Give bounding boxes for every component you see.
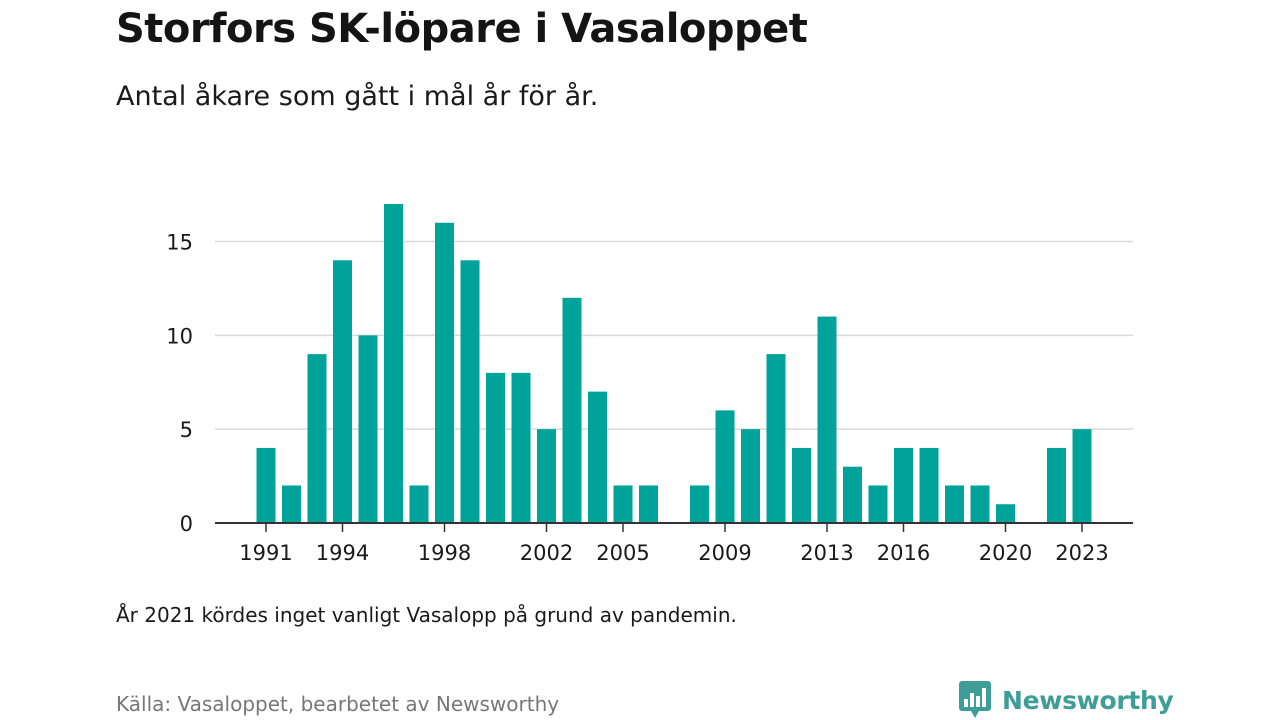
bar-2016 <box>894 447 913 523</box>
y-tick-label: 5 <box>180 418 193 442</box>
bar-1996 <box>384 204 403 523</box>
bar-1992 <box>282 485 301 523</box>
bar-1998 <box>435 222 454 523</box>
source-credit: Källa: Vasaloppet, bearbetet av Newswort… <box>116 692 560 716</box>
bar-2017 <box>919 447 939 523</box>
x-tick-label: 2013 <box>800 541 853 565</box>
bar-2011 <box>766 354 786 523</box>
bar-1994 <box>333 260 352 523</box>
bar-2019 <box>970 485 990 523</box>
bar-1995 <box>358 335 378 523</box>
bar-2014 <box>843 466 862 523</box>
x-tick-label: 2016 <box>877 541 930 565</box>
y-tick-label: 10 <box>166 324 193 348</box>
bar-2018 <box>945 485 964 523</box>
brand-logo[interactable]: Newsworthy <box>958 680 1174 720</box>
bar-2022 <box>1047 447 1066 523</box>
bar-2002 <box>537 429 556 523</box>
bar-2012 <box>792 447 811 523</box>
x-tick-label: 1998 <box>418 541 471 565</box>
footnote: År 2021 kördes inget vanligt Vasalopp på… <box>116 603 737 627</box>
x-tick-label: 2002 <box>520 541 573 565</box>
bar-1993 <box>307 354 327 523</box>
x-tick-label: 2005 <box>596 541 649 565</box>
bar-2003 <box>562 297 582 523</box>
bar-2023 <box>1072 429 1092 523</box>
y-tick-label: 15 <box>166 231 193 255</box>
bar-2009 <box>715 410 735 523</box>
x-tick-label: 1994 <box>316 541 369 565</box>
gridlines <box>215 240 1133 430</box>
y-tick-label: 0 <box>180 512 193 536</box>
bar-2005 <box>613 485 633 523</box>
bar-2013 <box>817 316 837 523</box>
x-tick-label: 2009 <box>698 541 751 565</box>
brand-name: Newsworthy <box>1002 685 1174 715</box>
bar-2010 <box>741 429 760 523</box>
bars <box>256 204 1092 523</box>
x-axis-ticks: 1991 1994 1998 2002 2005 2009 2013 2016 2020 2023 <box>239 523 1109 565</box>
bar-chart: 0 5 10 15 1991 1994 1998 2002 2005 2009 2013 2016 2… <box>166 204 1133 565</box>
bar-2001 <box>511 372 531 523</box>
bar-1999 <box>460 260 480 523</box>
x-tick-label: 1991 <box>239 541 292 565</box>
bar-2006 <box>639 485 658 523</box>
bar-2000 <box>486 372 505 523</box>
x-tick-label: 2020 <box>979 541 1032 565</box>
bar-1991 <box>256 447 276 523</box>
chart-title: Storfors SK-löpare i Vasaloppet <box>116 6 808 52</box>
y-axis-ticks: 0 5 10 15 <box>166 231 193 536</box>
x-tick-label: 2023 <box>1055 541 1108 565</box>
bar-1997 <box>409 485 429 523</box>
bar-2004 <box>588 391 607 523</box>
bar-2015 <box>868 485 888 523</box>
newsworthy-logo-icon <box>959 681 991 718</box>
bar-2020 <box>996 504 1015 523</box>
bar-2008 <box>690 485 709 523</box>
chart-subtitle: Antal åkare som gått i mål år för år. <box>116 81 599 112</box>
